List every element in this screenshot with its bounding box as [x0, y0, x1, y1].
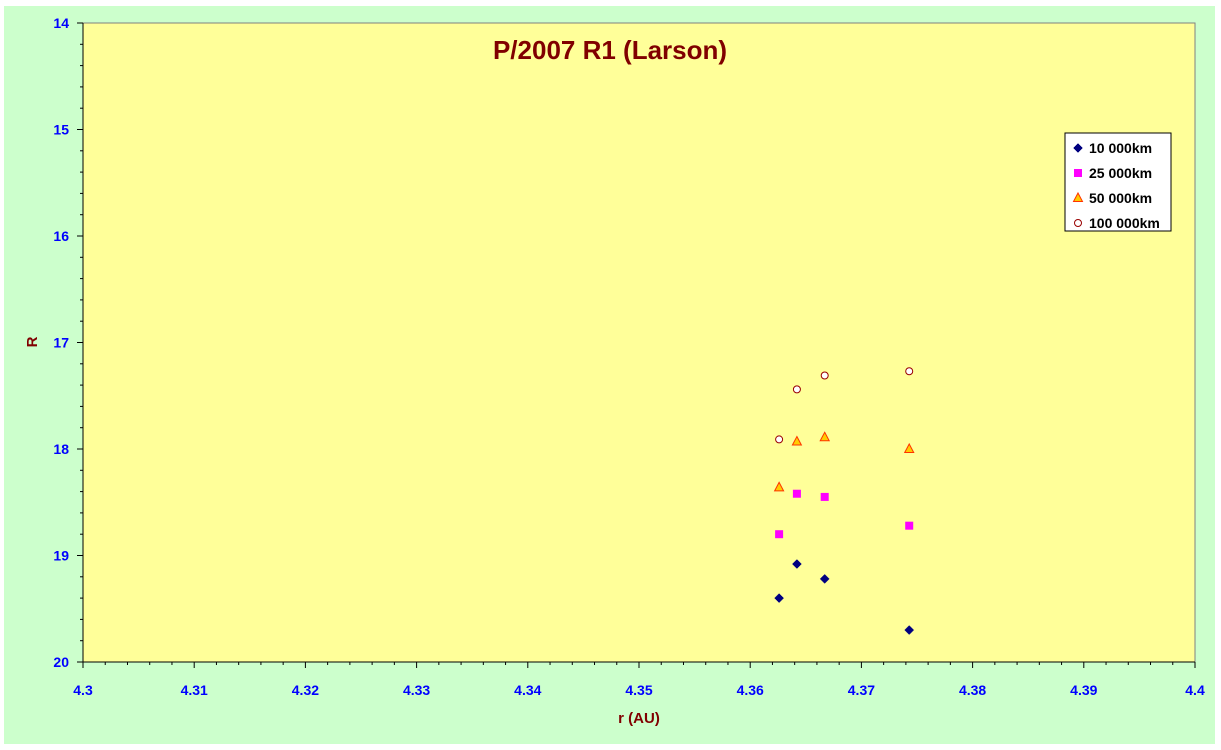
- legend-entry: 25 000km: [1074, 165, 1152, 181]
- chart-title: P/2007 R1 (Larson): [493, 35, 727, 65]
- data-points: [773, 367, 915, 635]
- axes: [77, 22, 1196, 668]
- data-point: [819, 574, 830, 584]
- data-point: [773, 481, 785, 492]
- series-3: [773, 431, 915, 492]
- plot-area: [82, 22, 1196, 663]
- legend-label: 25 000km: [1089, 165, 1152, 181]
- y-tick-label: 14: [53, 15, 69, 31]
- chart-svg: 4.3 4.31 4.32 4.33 4.34 4.35 4.36 4.37 4.38 4.39 4…: [24, 15, 1205, 727]
- legend-marker: [1074, 169, 1082, 177]
- x-tick-label: 4.38: [959, 682, 986, 698]
- data-point: [903, 442, 915, 453]
- data-point: [792, 489, 801, 498]
- legend-marker: [1074, 219, 1082, 227]
- data-point: [775, 530, 784, 539]
- x-tick-label: 4.4: [1185, 682, 1205, 698]
- x-tick-label: 4.32: [292, 682, 319, 698]
- y-axis-title: R: [24, 336, 41, 347]
- data-point: [820, 371, 829, 380]
- tick-labels: 4.3 4.31 4.32 4.33 4.34 4.35 4.36 4.37 4.38 4.39 4…: [53, 15, 1205, 698]
- legend-items: 10 000km 25 000km 50 000km 100 000km: [1072, 140, 1160, 231]
- legend-entry: 100 000km: [1074, 215, 1160, 231]
- y-tick-label: 20: [53, 654, 69, 670]
- data-point: [819, 431, 831, 442]
- data-point: [792, 385, 801, 394]
- series-1: [774, 559, 915, 635]
- x-tick-label: 4.36: [737, 682, 764, 698]
- chart-area: 4.3 4.31 4.32 4.33 4.34 4.35 4.36 4.37 4.38 4.39 4…: [4, 6, 1215, 744]
- data-point: [792, 559, 802, 569]
- x-tick-label: 4.33: [403, 682, 430, 698]
- series-2: [775, 489, 914, 539]
- y-tick-label: 18: [53, 441, 69, 457]
- x-tick-label: 4.37: [848, 682, 875, 698]
- legend-label: 50 000km: [1089, 190, 1152, 206]
- legend: 10 000km 25 000km 50 000km 100 000km: [1064, 132, 1172, 232]
- legend-entry: 10 000km: [1073, 140, 1152, 156]
- data-point: [775, 435, 784, 444]
- data-point: [791, 435, 803, 446]
- y-tick-label: 19: [53, 548, 69, 564]
- data-point: [905, 521, 914, 530]
- data-point: [905, 367, 914, 376]
- legend-marker: [1073, 143, 1083, 153]
- x-axis-title: r (AU): [618, 710, 660, 727]
- data-point: [904, 625, 915, 635]
- legend-label: 100 000km: [1089, 215, 1160, 231]
- legend-label: 10 000km: [1089, 140, 1152, 156]
- data-point: [774, 593, 784, 603]
- y-tick-label: 16: [53, 228, 69, 244]
- data-point: [820, 492, 829, 501]
- x-tick-label: 4.34: [514, 682, 541, 698]
- x-tick-label: 4.39: [1070, 682, 1097, 698]
- legend-marker: [1072, 191, 1084, 202]
- x-tick-label: 4.3: [73, 682, 93, 698]
- x-tick-label: 4.31: [181, 682, 208, 698]
- legend-box: [1064, 132, 1172, 232]
- legend-entry: 50 000km: [1072, 190, 1152, 206]
- series-4: [775, 367, 914, 444]
- x-tick-label: 4.35: [625, 682, 652, 698]
- y-tick-label: 15: [53, 122, 69, 138]
- y-tick-label: 17: [53, 335, 69, 351]
